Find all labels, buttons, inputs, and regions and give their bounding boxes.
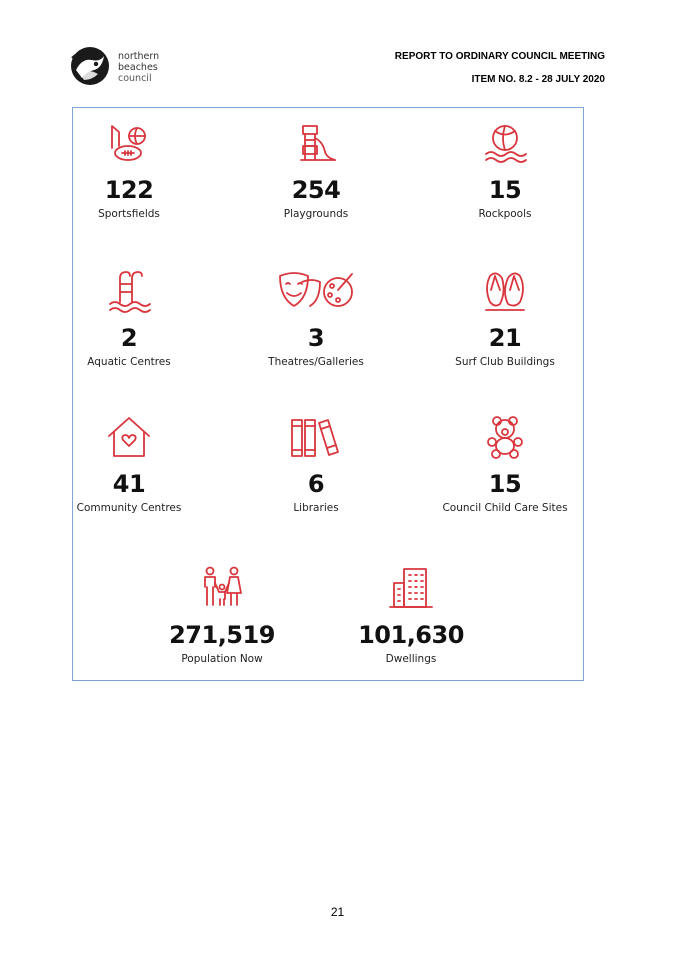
stat-value: 271,519 [169, 621, 275, 649]
logo-line: beaches [118, 62, 158, 73]
stat-rockpools: 15 Rockpools [430, 120, 580, 220]
house-heart-icon [108, 417, 150, 457]
stat-value: 15 [488, 176, 522, 204]
stat-label: Surf Club Buildings [455, 356, 555, 368]
stat-community-centres: 41 Community Centres [54, 414, 204, 514]
stat-label: Rockpools [478, 208, 532, 220]
stat-label: Council Child Care Sites [442, 502, 568, 514]
infographic-panel: 122 Sportsfields 254 Playgrounds 15 Rock… [72, 107, 584, 681]
stat-dwellings: 101,630 Dwellings [336, 565, 486, 665]
pool-ladder-icon [109, 271, 151, 313]
stat-label: Playgrounds [283, 208, 349, 220]
stat-value: 2 [120, 324, 138, 352]
family-icon [204, 566, 242, 606]
logo-line: council [118, 73, 152, 84]
stat-label: Sportsfields [98, 208, 160, 220]
rockpool-icon [485, 125, 527, 163]
report-title: REPORT TO ORDINARY COUNCIL MEETING [394, 51, 605, 62]
sportsfields-icon [111, 125, 146, 161]
council-logo-icon [71, 47, 109, 85]
logo-line: northern [118, 51, 160, 62]
teddy-bear-icon [487, 416, 523, 459]
report-item: ITEM NO. 8.2 - 28 JULY 2020 [471, 74, 605, 85]
council-logo: northern beaches council [68, 44, 178, 90]
apartment-building-icon [389, 568, 433, 608]
stat-value: 41 [112, 470, 146, 498]
stat-value: 101,630 [358, 621, 464, 649]
stat-value: 3 [307, 324, 325, 352]
stat-value: 21 [488, 324, 522, 352]
stat-libraries: 6 Libraries [241, 414, 391, 514]
stat-label: Theatres/Galleries [268, 356, 364, 368]
stat-label: Community Centres [76, 502, 182, 514]
stat-surf-club-buildings: 21 Surf Club Buildings [430, 268, 580, 368]
playground-icon [300, 125, 336, 161]
stat-value: 122 [104, 176, 154, 204]
page-number: 21 [330, 905, 345, 919]
stat-population: 271,519 Population Now [147, 565, 297, 665]
stat-label: Libraries [293, 502, 339, 514]
stat-theatres-galleries: 3 Theatres/Galleries [241, 268, 391, 368]
thongs-icon [485, 272, 525, 311]
stat-aquatic-centres: 2 Aquatic Centres [54, 268, 204, 368]
stat-value: 6 [307, 470, 325, 498]
books-icon [291, 419, 339, 457]
stat-sportsfields: 122 Sportsfields [54, 120, 204, 220]
stat-value: 15 [488, 470, 522, 498]
stat-value: 254 [291, 176, 341, 204]
stat-council-child-care-sites: 15 Council Child Care Sites [430, 414, 580, 514]
council-logo-text: northern beaches council [118, 51, 159, 84]
stat-label: Dwellings [385, 653, 437, 665]
theatre-masks-icon [279, 272, 353, 307]
stat-label: Population Now [181, 653, 263, 665]
stat-playgrounds: 254 Playgrounds [241, 120, 391, 220]
stat-label: Aquatic Centres [87, 356, 171, 368]
